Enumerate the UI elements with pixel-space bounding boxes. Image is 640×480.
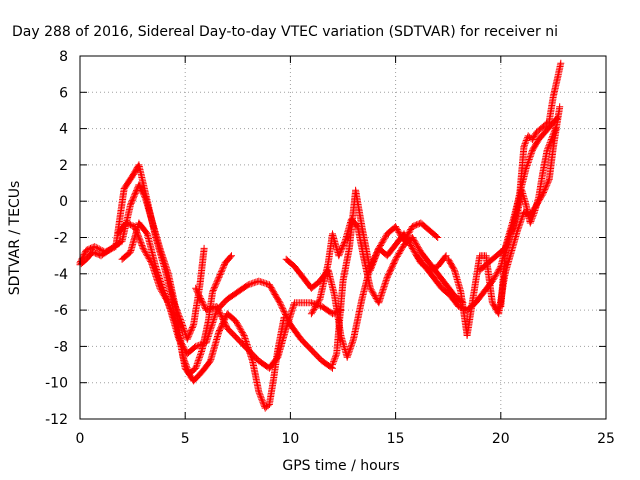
x-tick-label: 20 xyxy=(492,431,510,447)
y-tick-label: 0 xyxy=(59,194,68,210)
x-tick-label: 5 xyxy=(181,431,190,447)
series-sat-b xyxy=(76,161,208,343)
series-sat-g xyxy=(307,215,467,318)
y-tick-label: -8 xyxy=(54,339,68,355)
data-point-markers xyxy=(497,125,559,310)
x-tick-label: 15 xyxy=(387,431,405,447)
y-tick-label: -12 xyxy=(45,412,68,428)
axis-ticks: 0 5 10 15 20 25 -12 -10 -8 -6 -4 -2 0 2 4 6 8 xyxy=(45,49,615,447)
data-point-markers xyxy=(118,219,336,372)
series-sat-d xyxy=(118,219,336,372)
x-tick-label: 0 xyxy=(76,431,85,447)
grid-lines xyxy=(80,56,606,419)
y-tick-label: 2 xyxy=(59,158,68,174)
y-tick-label: 6 xyxy=(59,85,68,101)
x-axis-label: GPS time / hours xyxy=(282,458,399,474)
x-tick-label: 25 xyxy=(597,431,615,447)
data-point-markers xyxy=(76,161,208,343)
series-sat-h xyxy=(329,186,442,369)
series-sat-l xyxy=(497,125,559,310)
chart-title: Day 288 of 2016, Sidereal Day-to-day VTE… xyxy=(12,24,558,40)
y-tick-label: -2 xyxy=(54,231,68,247)
y-tick-label: -4 xyxy=(54,267,68,283)
data-marks xyxy=(76,59,565,412)
x-tick-label: 10 xyxy=(281,431,299,447)
y-tick-label: 8 xyxy=(59,49,68,65)
data-point-markers xyxy=(329,186,442,369)
y-tick-label: 4 xyxy=(59,122,68,138)
y-axis-label: SDTVAR / TECUs xyxy=(7,181,23,296)
y-tick-label: -6 xyxy=(54,303,68,319)
data-point-markers xyxy=(307,215,467,318)
y-tick-label: -10 xyxy=(45,376,68,392)
